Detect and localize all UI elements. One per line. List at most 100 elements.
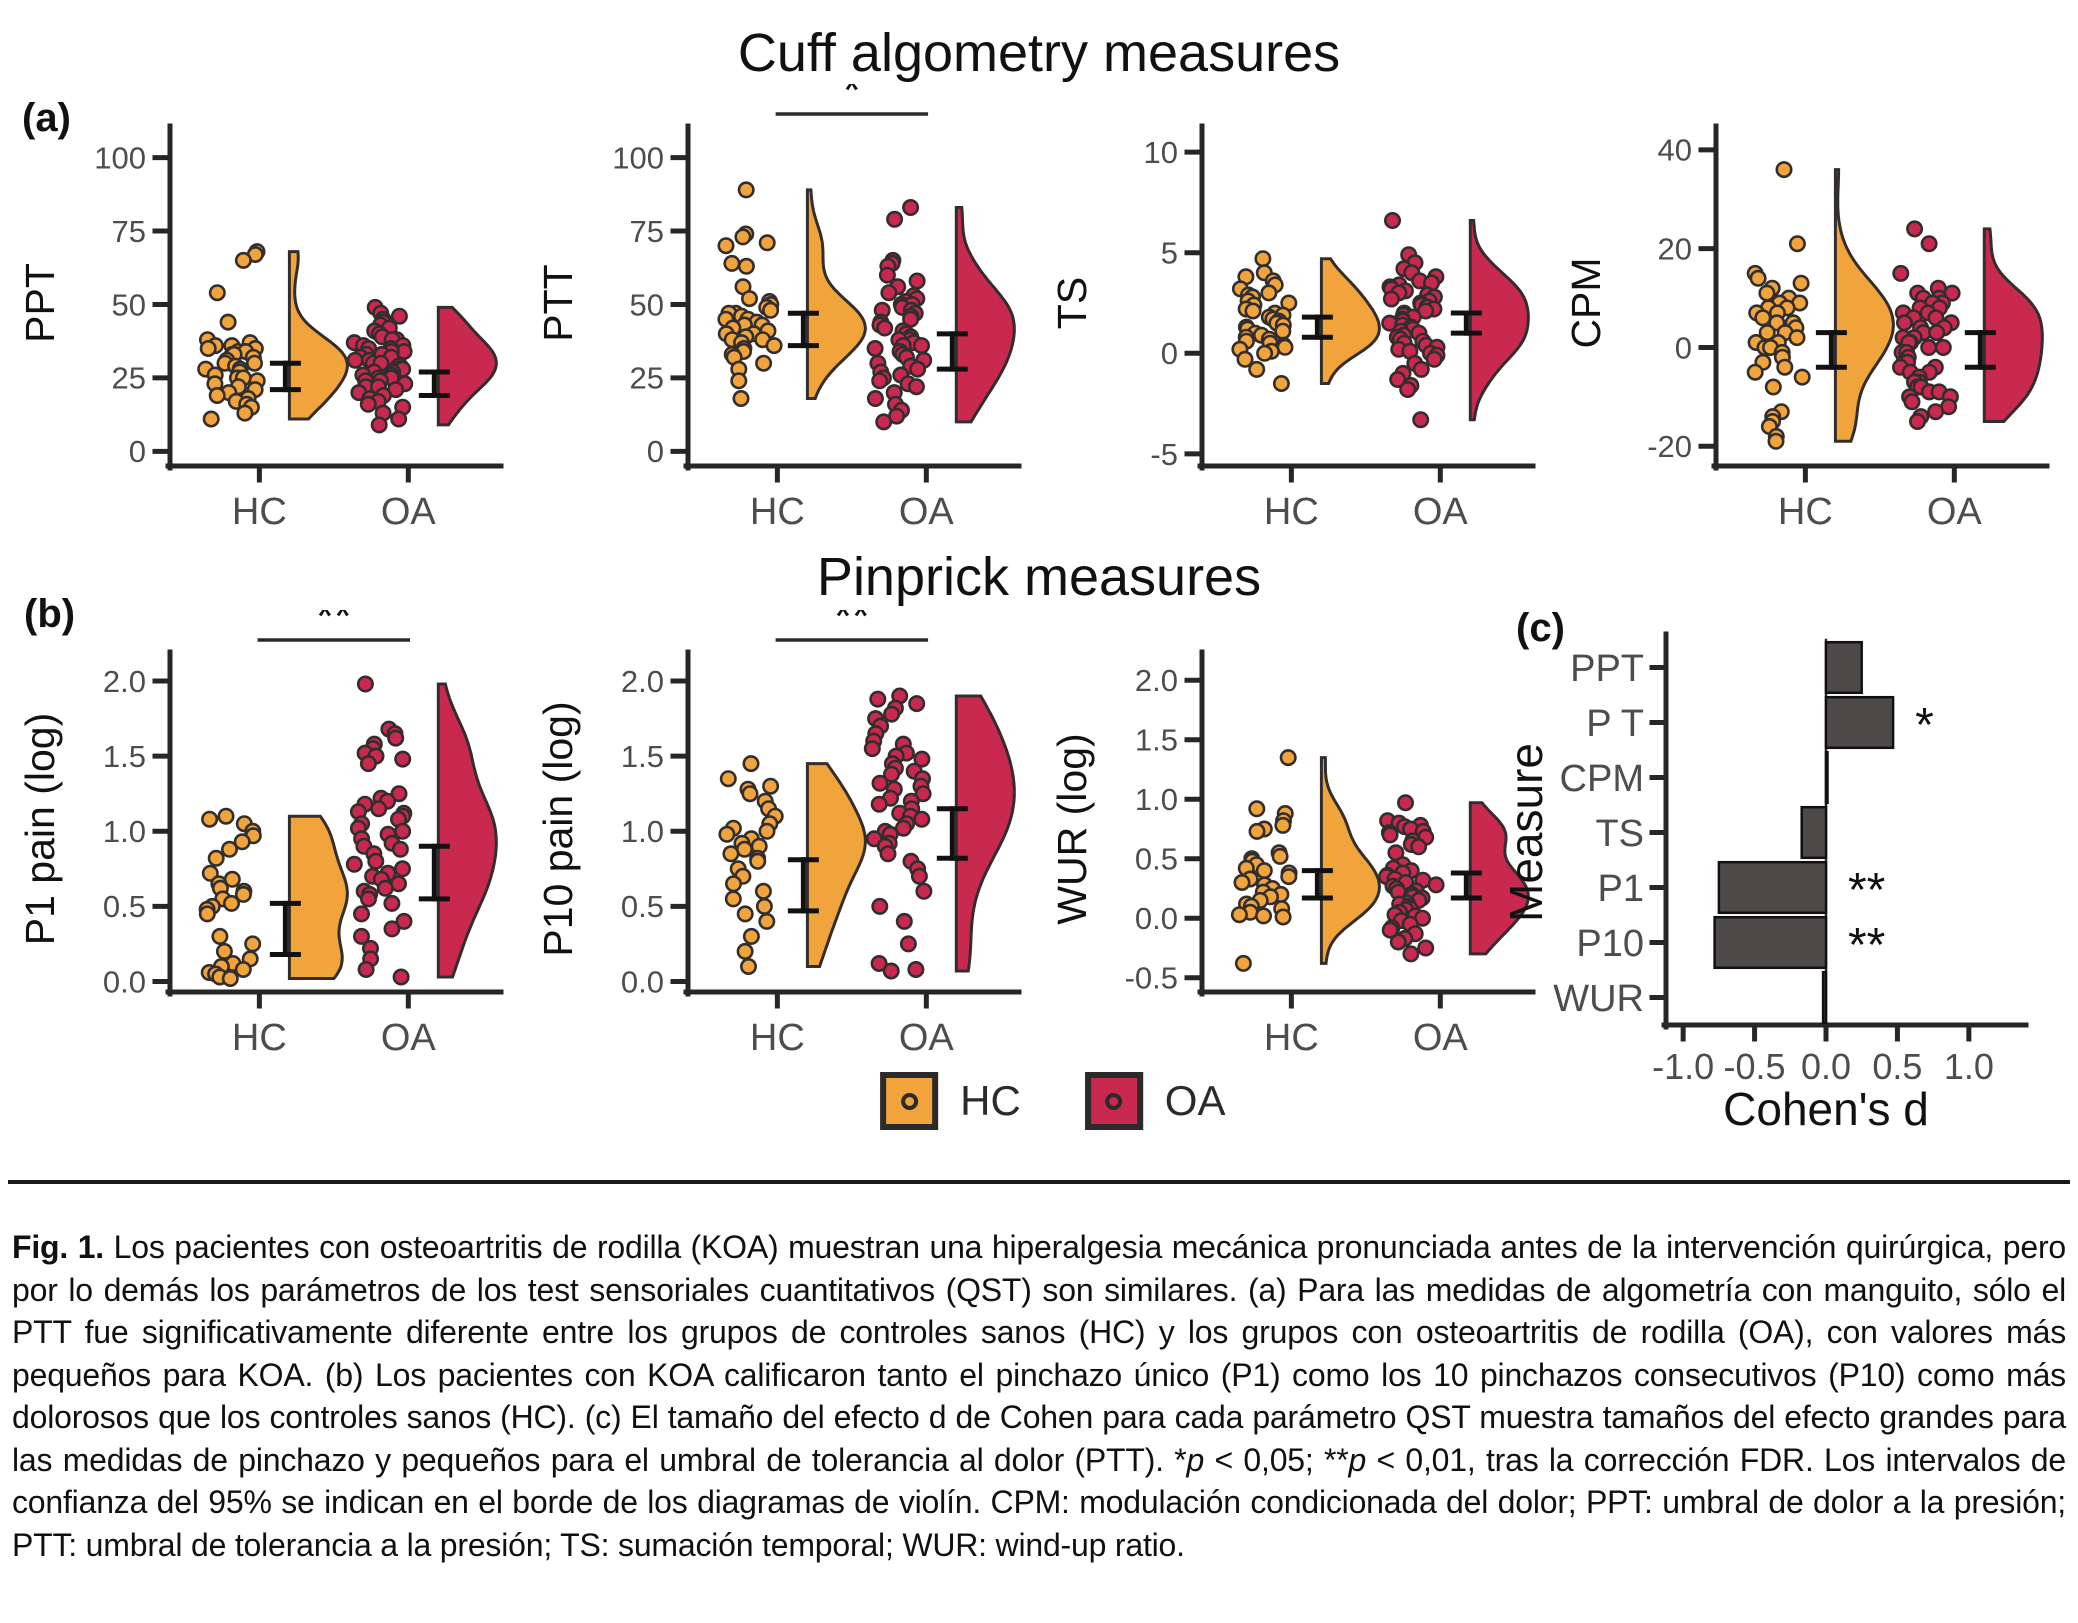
bar-annotation-P T: * xyxy=(1915,699,1934,752)
significance-stars: * xyxy=(843,84,861,116)
hc-dot-icon xyxy=(900,1092,918,1110)
svg-text:HC: HC xyxy=(232,491,287,533)
svg-text:HC: HC xyxy=(1778,491,1833,533)
oa-swatch xyxy=(1084,1072,1143,1130)
svg-text:HC: HC xyxy=(1264,491,1319,533)
svg-text:OA: OA xyxy=(899,491,955,533)
y-axis-label: P1 pain (log) xyxy=(17,713,63,945)
bar-CPM xyxy=(1824,750,1829,805)
errorbar-HC xyxy=(787,310,819,349)
svg-text:75: 75 xyxy=(630,214,664,249)
svg-text:0: 0 xyxy=(1675,330,1692,365)
errorbar-OA xyxy=(936,806,968,861)
svg-text:HC: HC xyxy=(232,1017,287,1059)
svg-text:1.5: 1.5 xyxy=(621,739,664,774)
errorbar-HC xyxy=(269,360,301,393)
errorbar-OA xyxy=(936,331,968,372)
errorbar-HC xyxy=(269,900,301,957)
raincloud-ppt: 0 25 50 75 100 PPT HC OA xyxy=(10,84,515,561)
svg-text:1.5: 1.5 xyxy=(103,739,146,774)
svg-text:2.0: 2.0 xyxy=(103,664,146,699)
violin-HC xyxy=(1319,257,1381,385)
errorbar-HC xyxy=(1301,868,1333,901)
panel-svg-ptt: 0 25 50 75 100 PTT HC OA * xyxy=(535,64,1022,533)
points-OA xyxy=(345,298,414,434)
violin-HC xyxy=(1319,756,1381,965)
errorbar-OA xyxy=(418,369,450,399)
svg-text:HC: HC xyxy=(1264,1017,1319,1059)
violin-OA xyxy=(954,206,1016,424)
points-HC xyxy=(198,807,262,987)
points-HC xyxy=(717,181,783,407)
caption-divider xyxy=(8,1180,2070,1184)
bar-PPT xyxy=(1824,640,1863,695)
bar-annotation-P1: ** xyxy=(1848,864,1885,917)
svg-text:-1.0: -1.0 xyxy=(1652,1046,1714,1087)
svg-text:-5: -5 xyxy=(1150,437,1178,472)
significance-stars: ** xyxy=(834,610,870,642)
panel-svg-p1: 0.0 0.5 1.0 1.5 2.0 P1 pain (log) HC OA ** xyxy=(17,590,504,1059)
raincloud-p10: 0.0 0.5 1.0 1.5 2.0 P10 pain (log) HC OA ** xyxy=(528,590,1033,1087)
legend-label-oa: OA xyxy=(1164,1077,1226,1124)
points-OA xyxy=(863,687,933,980)
violin-OA xyxy=(1468,801,1530,956)
points-OA xyxy=(345,675,413,986)
y-axis-label: PPT xyxy=(17,263,63,343)
violin-OA xyxy=(436,682,498,979)
raincloud-cpm: -20 0 20 40 CPM HC OA xyxy=(1556,84,2061,561)
y-axis-label: P10 pain (log) xyxy=(535,701,581,956)
hc-swatch xyxy=(880,1072,939,1130)
svg-text:HC: HC xyxy=(750,1017,805,1059)
legend-item-hc: HC xyxy=(880,1072,1021,1130)
panel-svg-wur: -0.5 0.0 0.5 1.0 1.5 2.0 WUR (log) HC OA xyxy=(1049,649,1536,1059)
bar-P T xyxy=(1824,695,1895,750)
svg-text:OA: OA xyxy=(381,1017,437,1059)
svg-text:10: 10 xyxy=(1144,135,1178,170)
legend-label-hc: HC xyxy=(960,1077,1021,1124)
svg-text:WUR: WUR xyxy=(1553,978,1644,1020)
points-OA xyxy=(1381,212,1446,429)
svg-text:PPT: PPT xyxy=(1570,648,1644,690)
violin-HC xyxy=(1833,168,1895,443)
y-axis-label: TS xyxy=(1049,277,1095,329)
oa-dot-icon xyxy=(1105,1092,1123,1110)
svg-text:2.0: 2.0 xyxy=(1135,663,1178,698)
section-a-title: Cuff algometry measures xyxy=(737,23,1341,83)
svg-text:OA: OA xyxy=(1927,491,1983,533)
figure-caption: Fig. 1. Los pacientes con osteoartritis … xyxy=(12,1229,2066,1563)
points-HC xyxy=(1230,749,1298,972)
svg-text:0: 0 xyxy=(129,434,146,469)
violin-HC xyxy=(805,188,867,400)
svg-text:0: 0 xyxy=(1161,336,1178,371)
bar-TS xyxy=(1800,805,1828,860)
svg-text:P10: P10 xyxy=(1576,923,1644,965)
violin-OA xyxy=(1982,227,2044,423)
points-HC xyxy=(197,243,266,428)
svg-text:0.0: 0.0 xyxy=(1135,901,1178,936)
bar-P1 xyxy=(1717,860,1828,915)
raincloud-p1: 0.0 0.5 1.0 1.5 2.0 P1 pain (log) HC OA ** xyxy=(10,590,515,1087)
svg-text:1.0: 1.0 xyxy=(1944,1046,1994,1087)
svg-text:P1: P1 xyxy=(1598,868,1644,910)
svg-text:50: 50 xyxy=(630,287,664,322)
bar-WUR xyxy=(1821,970,1828,1025)
svg-text:5: 5 xyxy=(1161,236,1178,271)
errorbar-HC xyxy=(787,857,819,914)
svg-text:100: 100 xyxy=(94,140,146,175)
svg-text:OA: OA xyxy=(899,1017,955,1059)
svg-text:25: 25 xyxy=(630,361,664,396)
points-OA xyxy=(866,199,933,431)
svg-text:-0.5: -0.5 xyxy=(1724,1046,1786,1087)
raincloud-wur: -0.5 0.0 0.5 1.0 1.5 2.0 WUR (log) HC OA xyxy=(1042,610,1547,1087)
bar-P10 xyxy=(1713,915,1828,970)
violin-OA xyxy=(436,305,498,427)
panel-a-letter: (a) xyxy=(22,96,71,140)
violin-HC xyxy=(287,250,349,421)
panel-svg-ppt: 0 25 50 75 100 PPT HC OA xyxy=(17,123,504,533)
svg-text:25: 25 xyxy=(112,361,146,396)
svg-text:HC: HC xyxy=(750,491,805,533)
svg-text:50: 50 xyxy=(112,287,146,322)
y-axis-label: WUR (log) xyxy=(1049,733,1095,924)
panel-svg-cpm: -20 0 20 40 CPM HC OA xyxy=(1563,123,2050,533)
svg-text:OA: OA xyxy=(1413,491,1469,533)
